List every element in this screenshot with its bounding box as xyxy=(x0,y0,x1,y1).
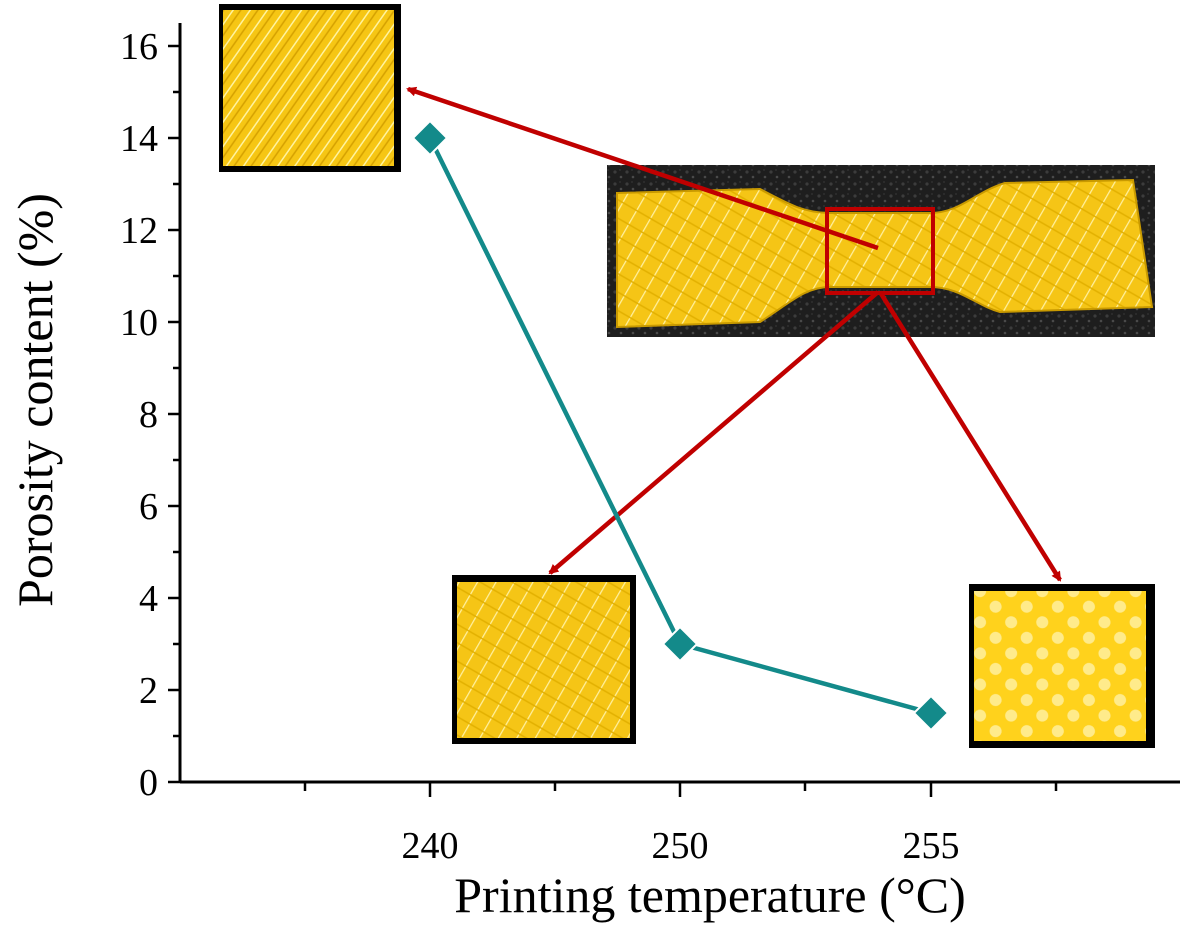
porosity-series xyxy=(411,119,950,732)
inset-250C-surface xyxy=(452,575,636,744)
specimen-photo xyxy=(607,165,1155,337)
x-tick-label: 255 xyxy=(903,825,960,867)
y-tick-label: 2 xyxy=(139,670,158,712)
y-tick-label: 14 xyxy=(120,118,158,160)
y-tick-label: 0 xyxy=(139,762,158,804)
callout-arrows xyxy=(406,86,1062,582)
y-tick-label: 12 xyxy=(120,210,158,252)
arrow-to-240C-inset xyxy=(406,86,879,251)
x-tick-label: 250 xyxy=(652,825,709,867)
y-tick-label: 16 xyxy=(120,26,158,68)
inset-240C-surface xyxy=(219,4,401,172)
arrow-to-250C-inset xyxy=(548,290,880,575)
y-ticks: 0 2 4 6 8 10 12 14 16 xyxy=(120,26,180,804)
x-ticks: 240 250 255 xyxy=(303,782,1058,867)
data-point-255C xyxy=(912,694,950,732)
y-axis-title: Porosity content (%) xyxy=(7,193,63,607)
data-point-250C xyxy=(661,625,699,663)
inset-255C-surface xyxy=(969,584,1155,748)
data-point-240C xyxy=(411,119,449,157)
x-tick-label: 240 xyxy=(402,825,459,867)
y-tick-label: 8 xyxy=(139,394,158,436)
x-axis-title: Printing temperature (°C) xyxy=(454,867,966,923)
y-tick-label: 6 xyxy=(139,486,158,528)
y-tick-label: 4 xyxy=(139,578,158,620)
axes: 0 2 4 6 8 10 12 14 16 240 250 255 xyxy=(120,23,1180,867)
arrow-to-255C-inset xyxy=(878,290,1062,582)
y-tick-label: 10 xyxy=(120,302,158,344)
